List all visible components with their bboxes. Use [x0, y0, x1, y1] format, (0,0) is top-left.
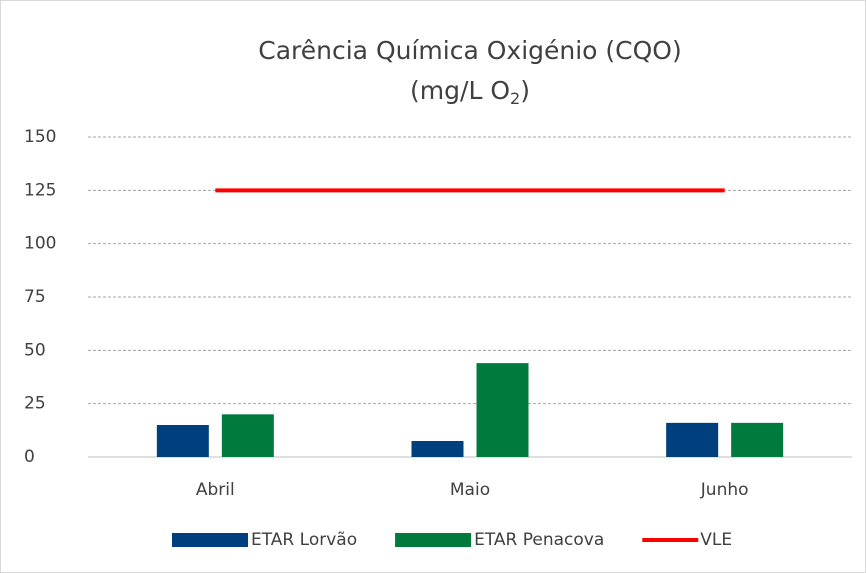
chart-subtitle: (mg/L O2) [410, 76, 530, 108]
bar [476, 363, 529, 457]
title-text: (mg/L O [410, 76, 510, 105]
bar [221, 414, 274, 457]
legend-swatch [395, 533, 472, 547]
bar [156, 425, 209, 457]
y-tick-label: 100 [24, 234, 56, 254]
bar [731, 422, 784, 457]
x-tick-label: Abril [196, 480, 235, 500]
legend-swatch [172, 533, 248, 547]
legend-label: ETAR Lorvão [251, 530, 357, 550]
bar [666, 422, 719, 457]
y-tick-label: 125 [24, 180, 56, 200]
title-subscript: 2 [510, 89, 520, 108]
y-tick-label: 50 [24, 340, 46, 360]
title-text: ) [520, 76, 530, 105]
chart-title: Carência Química Oxigénio (CQO) [258, 36, 682, 65]
y-tick-label: 150 [24, 127, 56, 147]
bar [411, 441, 464, 457]
legend-label: VLE [700, 530, 732, 550]
x-tick-label: Maio [450, 480, 490, 500]
y-tick-label: 25 [24, 394, 46, 414]
x-tick-label: Junho [700, 480, 749, 500]
y-tick-label: 0 [24, 447, 35, 467]
y-tick-label: 75 [24, 287, 46, 307]
legend-label: ETAR Penacova [474, 530, 604, 550]
